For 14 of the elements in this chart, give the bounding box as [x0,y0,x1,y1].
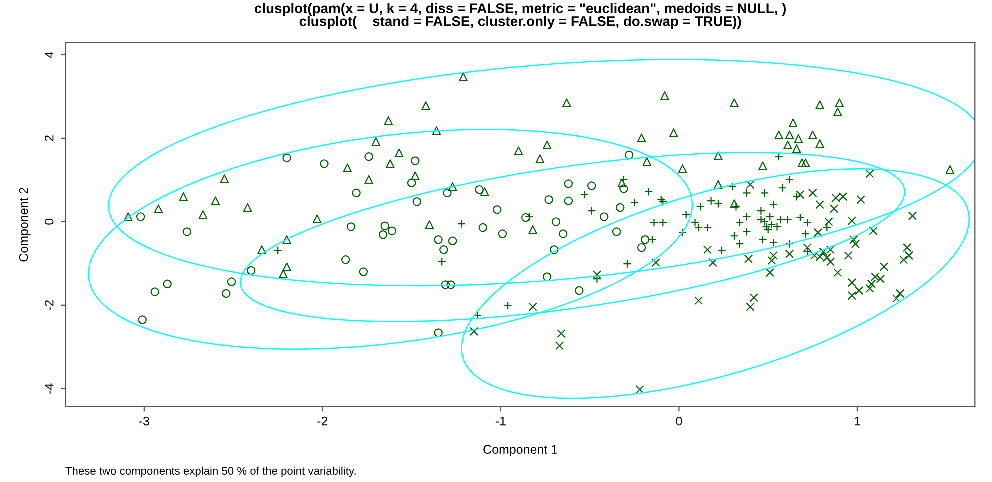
y-tick-label: -2 [44,300,54,310]
y-tick-label: 4 [45,52,54,58]
y-tick-label: -4 [45,384,54,394]
chart-title: clusplot(pam(x = U, k = 4, diss = FALSE, metric = "euclidean", medoids = NULL, ) clusplot( stand = FALSE, cluster.only = FALSE, do.swap = TRUE)) [254,3,786,30]
y-tick-label: 0 [44,218,54,225]
x-axis-title: Component 1 [484,445,558,456]
text: These two components explain 50 % of the point variability. [66,466,356,478]
x-tick-label: -2 [318,416,328,426]
x-tick-label: -3 [139,416,150,426]
x-tick-label: -1 [496,416,506,426]
x-tick-label: 1 [854,416,860,426]
x-tick-label: 0 [676,416,682,426]
y-tick-label: 2 [44,136,54,142]
y-axis-title: Component 2 [19,188,31,262]
